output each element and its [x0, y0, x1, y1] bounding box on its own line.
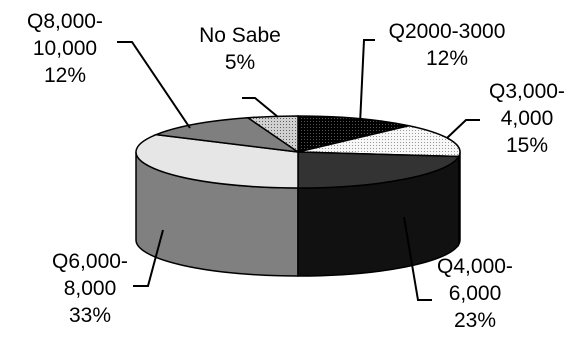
- data-label-percent-4: 12%: [44, 64, 86, 87]
- data-label-category-3: Q6,000-: [52, 250, 128, 273]
- data-label-category-3: 8,000: [64, 277, 117, 300]
- leader-line-0: [359, 39, 375, 125]
- data-label-category-2: Q4,000-: [437, 255, 513, 278]
- data-label-category-5: No Sabe: [199, 24, 281, 47]
- pie-slice-0: [297, 115, 410, 153]
- data-label-percent-5: 5%: [225, 51, 255, 74]
- data-label-percent-1: 15%: [506, 134, 548, 157]
- pie-slice-2: [297, 151, 460, 189]
- pie-slice-1: [297, 124, 461, 158]
- data-label-percent-0: 12%: [426, 47, 468, 70]
- pie-slice-4: [153, 116, 299, 153]
- pie-slice-3: [135, 133, 299, 189]
- data-label-category-0: Q2000-3000: [389, 20, 506, 43]
- leader-line-5: [242, 97, 279, 118]
- data-label-percent-2: 23%: [454, 309, 496, 332]
- leader-line-2: [403, 216, 432, 301]
- leader-line-4: [117, 41, 191, 129]
- leader-line-1: [446, 119, 480, 139]
- data-label-category-4: Q8,000-: [27, 10, 103, 33]
- data-label-category-1: 4,000: [501, 107, 554, 130]
- data-label-category-2: 6,000: [449, 282, 502, 305]
- data-label-category-4: 10,000: [33, 37, 97, 60]
- data-label-percent-3: 33%: [69, 304, 111, 327]
- leader-line-3: [133, 229, 164, 287]
- pie-slice-5: [245, 115, 299, 154]
- data-label-category-1: Q3,000-: [489, 80, 565, 103]
